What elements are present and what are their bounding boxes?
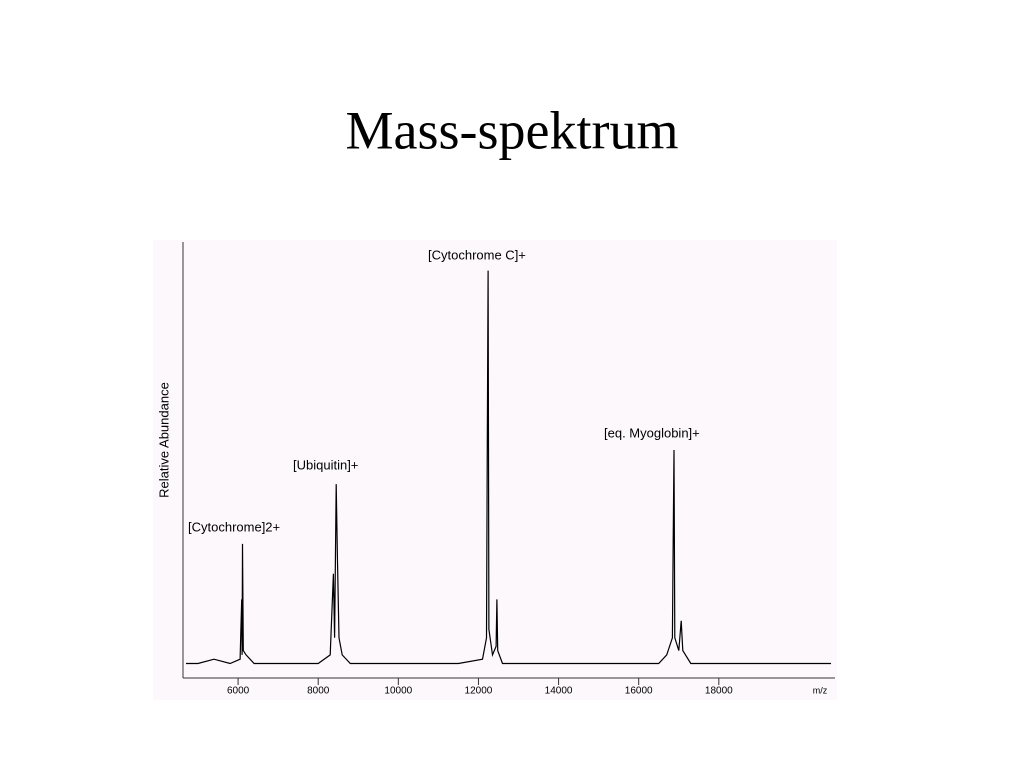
chart-title: Mass-spektrum [346,100,679,160]
y-axis-label: Relative Abundance [156,382,171,498]
peak-annotation: [Ubiquitin]+ [293,457,358,472]
spectrum-line [186,270,831,665]
x-tick-label: 12000 [465,686,493,697]
x-tick-label: 14000 [545,686,573,697]
plot-background [153,240,837,700]
peak-annotation: [eq. Myoglobin]+ [604,425,700,440]
x-tick-label: 6000 [227,686,250,697]
x-axis-label: m/z [813,685,828,695]
x-tick-label: 10000 [384,686,412,697]
x-tick-label: 8000 [307,686,330,697]
x-tick-label: 18000 [705,686,733,697]
x-tick-label: 16000 [625,686,653,697]
peak-annotation: [Cytochrome C]+ [428,247,526,262]
peak-annotation: [Cytochrome]2+ [188,519,280,534]
